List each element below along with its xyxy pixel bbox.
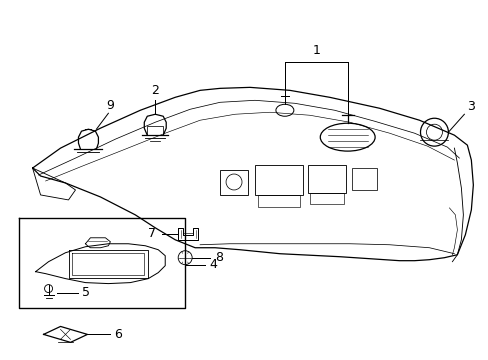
- Text: 3: 3: [467, 100, 474, 113]
- Text: 5: 5: [82, 286, 90, 299]
- Text: 1: 1: [312, 44, 320, 57]
- Text: 4: 4: [209, 258, 217, 271]
- Text: 8: 8: [215, 251, 223, 264]
- Text: 2: 2: [151, 84, 159, 97]
- Bar: [254, 165, 302, 195]
- Text: 7: 7: [148, 227, 156, 240]
- Bar: [307, 165, 345, 193]
- Bar: [309, 193, 343, 204]
- Bar: [351, 168, 376, 190]
- Bar: [220, 170, 247, 195]
- Text: 9: 9: [106, 99, 114, 112]
- Bar: [258, 195, 299, 207]
- Text: 6: 6: [114, 328, 122, 341]
- Bar: [147, 126, 163, 135]
